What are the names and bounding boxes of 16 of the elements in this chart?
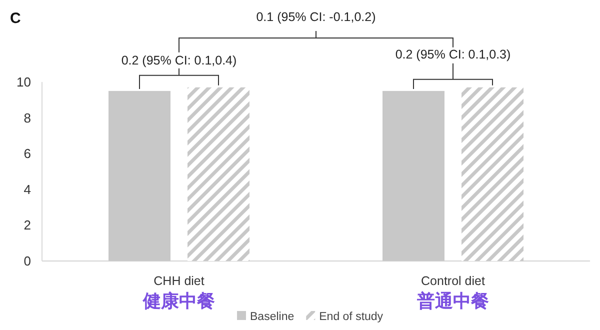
y-tick-label: 4 xyxy=(24,182,31,197)
text: 0.2 (95% CI: 0.1,0.3) xyxy=(395,47,511,62)
y-tick-label: 10 xyxy=(16,74,31,90)
legend-label: Baseline xyxy=(250,311,294,323)
text: 0.1 (95% CI: -0.1,0.2) xyxy=(256,10,376,24)
y-tick-label: 6 xyxy=(24,146,31,162)
legend-label: End of study xyxy=(319,311,384,323)
x-tick-label: Control diet xyxy=(421,274,486,288)
chart-title: C xyxy=(10,10,21,27)
text: 普通中餐 xyxy=(416,291,489,311)
text: 0.2 (95% CI: 0.1,0.4) xyxy=(121,53,237,68)
x-tick-label: CHH diet xyxy=(154,274,205,288)
y-tick-label: 2 xyxy=(24,218,31,233)
y-tick-label: 0 xyxy=(24,254,31,268)
y-tick-label: 8 xyxy=(24,110,31,126)
text: 健康中餐 xyxy=(142,291,215,311)
